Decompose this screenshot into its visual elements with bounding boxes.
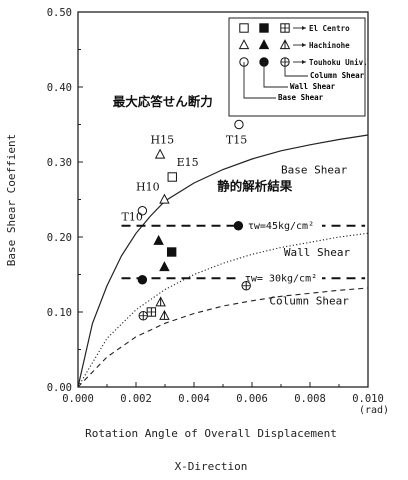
y-axis-label: Base Shear Coeffient: [5, 134, 18, 266]
annotation: T10: [122, 211, 143, 224]
reference-line-label: τw=45kg/cm²: [248, 221, 314, 232]
side-text-char: [8, 356, 13, 371]
legend-col-base-shear: Base Shear: [278, 93, 324, 102]
x-tick-label: 0.010: [352, 393, 384, 405]
curves: [77, 134, 369, 388]
point-circle: [241, 281, 251, 291]
side-text-char: [8, 111, 13, 126]
x-tick-label: 0.004: [178, 393, 210, 405]
legend-arrow: [302, 26, 306, 30]
annotation: T15: [226, 133, 247, 146]
point-triangle: [154, 148, 166, 159]
legend-marker-square: [280, 23, 290, 33]
x-axis: 0.000 0.002 0.004 0.006 0.008 0.010: [62, 382, 384, 405]
point-circle: [137, 275, 148, 285]
side-text-char: [8, 286, 13, 301]
x-axis-label: Rotation Angle of Overall Displacement: [85, 427, 337, 440]
annotation: E15: [177, 156, 199, 169]
x-tick-label: 0.006: [236, 393, 268, 405]
legend-leaders: [243, 62, 308, 99]
legend: El Centro Hachinohe Touhoku Univ. Column S…: [228, 17, 368, 117]
y-tick-label: 0.50: [47, 7, 72, 19]
curve-wall-shear: [77, 232, 369, 388]
side-text-char: [8, 391, 13, 406]
point-square: [146, 307, 157, 317]
annotation: 静的解析結果: [217, 179, 293, 194]
legend-marker-triangle: [279, 39, 291, 50]
footer-label: X-Direction: [175, 460, 248, 473]
data-points: [137, 119, 251, 321]
reference-label-bg: [240, 270, 322, 285]
legend-arrow: [302, 60, 306, 64]
legend-arrow: [302, 43, 306, 47]
annotation: 最大応答せん断力: [113, 94, 213, 109]
curve-base-shear: [77, 134, 369, 388]
point-square: [166, 247, 177, 257]
side-text-char: [8, 321, 13, 336]
y-tick-label: 0.20: [47, 232, 72, 244]
point-triangle: [159, 261, 170, 272]
legend-col-wall-shear: Wall Shear: [290, 82, 336, 91]
x-tick-label: 0.000: [62, 393, 94, 405]
legend-marker-triangle: [238, 39, 250, 50]
point-square: [167, 172, 177, 182]
annotation: H15: [151, 133, 175, 146]
y-tick-label: 0.30: [47, 157, 72, 169]
point-triangle: [153, 234, 164, 245]
annotation: Base Shear: [281, 163, 348, 176]
x-tick-label: 0.008: [294, 393, 326, 405]
reference-line-label: τw= 30kg/cm²: [245, 273, 317, 284]
legend-marker-square: [259, 23, 269, 33]
point-circle: [234, 119, 244, 130]
point-circle: [233, 221, 244, 231]
point-triangle: [155, 296, 166, 307]
point-circle: [137, 206, 148, 216]
y-tick-label: 0.00: [47, 382, 72, 394]
point-triangle: [159, 193, 170, 204]
legend-label: El Centro: [309, 24, 350, 33]
reference-label-bg: [240, 217, 322, 232]
side-text-char: [8, 76, 13, 91]
legend-marker-triangle: [258, 39, 270, 50]
point-circle: [138, 311, 148, 321]
curve-column-shear: [77, 287, 369, 388]
y-axis: 0.00 0.10 0.20 0.30 0.40 0.50: [47, 7, 83, 394]
annotation: H10: [136, 181, 160, 194]
legend-marker-square: [239, 23, 249, 33]
y-tick-label: 0.10: [47, 307, 72, 319]
point-triangle: [159, 309, 170, 320]
annotation: Wall Shear: [284, 246, 351, 259]
side-text-char: [8, 426, 13, 441]
reference-lines: τw=45kg/cm² τw= 30kg/cm²: [121, 217, 366, 285]
side-text-char: [8, 41, 13, 56]
x-unit-label: (rad): [359, 405, 389, 416]
y-tick-label: 0.40: [47, 82, 72, 94]
annotation: Column Shear: [269, 295, 349, 308]
legend-label: Hachinohe: [309, 41, 350, 50]
legend-box: [228, 17, 366, 117]
legend-col-column-shear: Column Shear: [310, 71, 365, 80]
legend-label: Touhoku Univ.: [309, 58, 368, 67]
x-tick-label: 0.002: [120, 393, 152, 405]
